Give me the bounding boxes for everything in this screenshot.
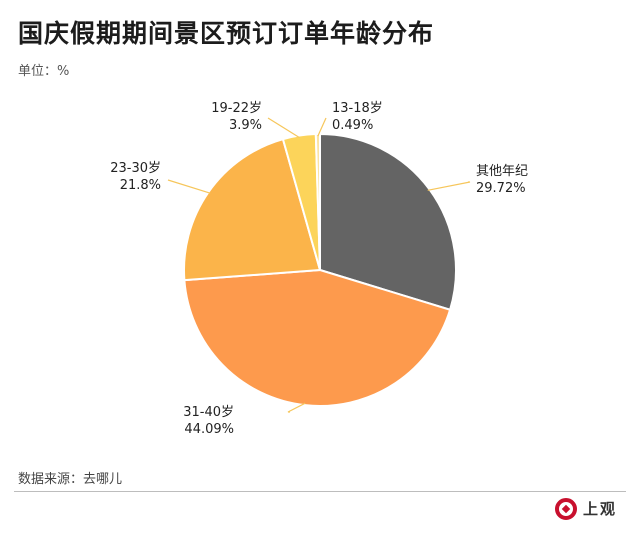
- source-note: 数据来源：去哪儿: [18, 472, 123, 487]
- chart-title: 国庆假期期间景区预订订单年龄分布: [18, 19, 435, 48]
- slice-value-2: 44.09%: [184, 422, 234, 437]
- pie-slice-1: [319, 132, 457, 311]
- slice-value-5: 0.49%: [332, 118, 373, 133]
- logo-text: 上观: [583, 500, 618, 518]
- leader-line-1: [427, 181, 471, 191]
- slice-value-4: 3.9%: [229, 118, 262, 133]
- slice-label-2: 31-40岁: [183, 405, 234, 420]
- leader-line-5: [317, 117, 327, 137]
- pie-slice-2: [183, 268, 452, 407]
- leader-line-2: [287, 402, 306, 413]
- divider: [14, 491, 626, 492]
- leader-line-4: [267, 117, 300, 139]
- brand-logo: 上观: [555, 498, 629, 538]
- slice-label-4: 19-22岁: [211, 101, 262, 116]
- slice-label-5: 13-18岁: [332, 101, 383, 116]
- slice-label-3: 23-30岁: [110, 161, 161, 176]
- unit-label: 单位：%: [18, 64, 70, 79]
- slice-value-1: 29.72%: [476, 181, 526, 196]
- logo-icon: [555, 498, 577, 520]
- slice-label-1: 其他年纪: [476, 164, 528, 179]
- leader-line-3: [167, 179, 211, 194]
- pie-slice-5: [314, 132, 321, 271]
- slice-value-3: 21.8%: [120, 178, 161, 193]
